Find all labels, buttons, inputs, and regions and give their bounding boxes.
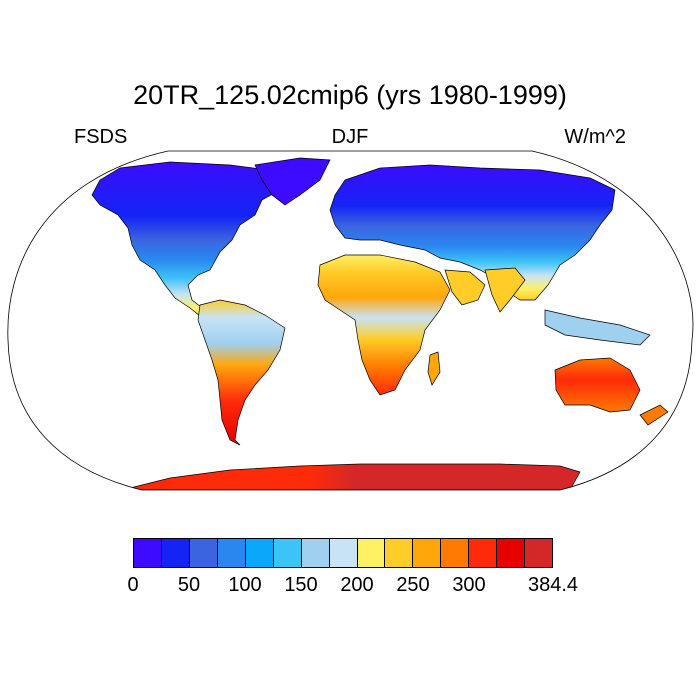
eurasia-landmass xyxy=(329,164,616,301)
units-label: W/m^2 xyxy=(564,126,626,148)
colorbar-cell xyxy=(273,539,302,567)
colorbar-cell xyxy=(357,539,386,567)
colorbar-tick-label: 384.4 xyxy=(527,574,579,596)
colorbar-tick-label: 300 xyxy=(452,574,486,596)
colorbar-cell xyxy=(441,539,470,567)
colorbar-cell xyxy=(301,539,330,567)
variable-label: FSDS xyxy=(74,126,128,148)
colorbar-cell xyxy=(469,539,498,567)
plot-title: 20TR_125.02cmip6 (yrs 1980-1999) xyxy=(133,80,567,110)
colorbar-cell xyxy=(189,539,218,567)
arabia-landmass xyxy=(444,269,486,306)
india-landmass xyxy=(484,267,526,313)
antarctica-landmass xyxy=(129,463,581,490)
colorbar-tick-label: 100 xyxy=(228,574,262,596)
colorbar-cell xyxy=(413,539,442,567)
indonesia-landmass xyxy=(544,309,651,346)
colorbar-cell xyxy=(497,539,526,567)
south-america-landmass xyxy=(197,299,286,446)
colorbar-tick-label: 250 xyxy=(396,574,430,596)
colorbar-tick-label: 200 xyxy=(340,574,374,596)
new-zealand-landmass xyxy=(639,404,669,426)
greenland-landmass xyxy=(254,157,331,206)
australia-landmass xyxy=(554,357,641,413)
africa-landmass xyxy=(317,254,451,396)
colorbar-cell xyxy=(525,539,553,567)
colorbar-cell xyxy=(134,539,162,567)
colorbar-tick-label: 50 xyxy=(177,574,201,596)
colorbar-cell xyxy=(385,539,414,567)
colorbar-cell xyxy=(245,539,274,567)
colorbar-cell xyxy=(329,539,358,567)
colorbar xyxy=(133,538,553,568)
colorbar-cell xyxy=(161,539,190,567)
globe-outline xyxy=(7,150,694,491)
colorbar-tick-label: 0 xyxy=(127,574,139,596)
colorbar-tick-label: 150 xyxy=(284,574,318,596)
colorbar-cell xyxy=(217,539,246,567)
season-label: DJF xyxy=(331,126,369,148)
madagascar-landmass xyxy=(427,351,441,386)
